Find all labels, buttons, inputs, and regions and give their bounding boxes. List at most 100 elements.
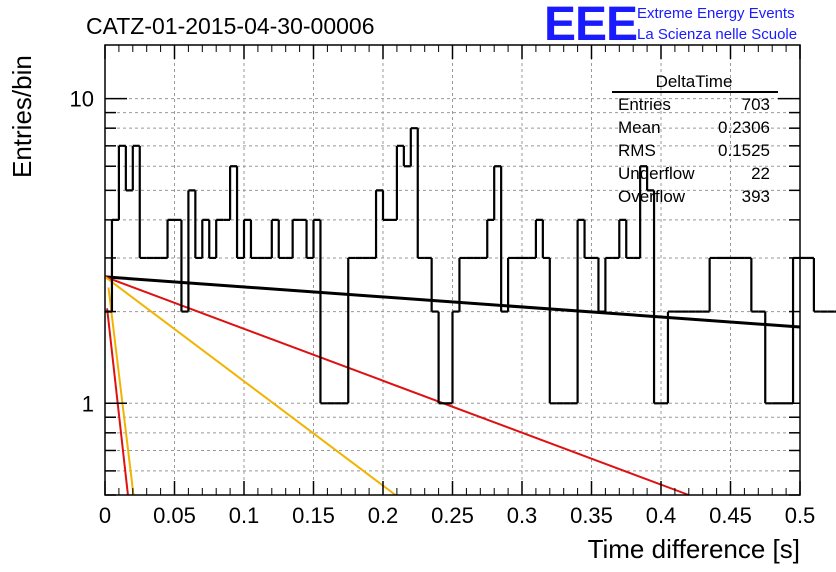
x-tick-label: 0.2 [368,503,399,528]
histogram-bin [194,190,203,260]
histogram-bars [105,127,836,405]
histogram-bin [235,166,244,260]
stats-row-value: 22 [751,164,770,183]
stats-row-value: 393 [742,187,770,206]
histogram-bin [402,145,411,168]
histogram-bin [110,218,119,312]
histogram-bin [458,256,467,312]
histogram-bin [541,219,550,260]
histogram-bin [166,218,175,258]
x-tick-label: 0.4 [646,503,677,528]
histogram-bin [750,257,759,313]
histogram-bin [708,256,717,312]
histogram-bin [583,219,592,260]
histogram-bin [277,219,286,260]
y-tick-label: 10 [70,87,94,112]
fit-curves [104,275,801,496]
logo-line-1: Extreme Energy Events [637,5,795,22]
histogram-bin [618,218,627,258]
histogram-bin [249,219,258,260]
y-axis-label: Entries/bin [7,55,37,178]
stats-row-label: RMS [618,141,656,160]
x-tick-labels: 0 0.05 0.1 0.15 0.2 0.25 0.3 0.35 0.4 0.45 0.5 [99,503,815,528]
plot-frame [104,44,801,496]
fit-line [104,276,397,496]
histogram-bin [305,219,314,260]
histogram-bin [215,218,224,258]
histogram-bin [208,219,217,260]
histogram-bin [416,128,425,260]
histogram-bin [180,219,189,313]
histogram-bin [652,190,661,405]
x-tick-label: 0.5 [785,503,816,528]
histogram-bin [381,190,390,221]
histogram-bin [124,145,133,192]
histogram-bin [625,219,634,260]
eee-logo: EEE Extreme Energy Events La Scienza nel… [544,0,797,51]
stats-row-label: Entries [618,95,671,114]
chart-title: CATZ-01-2015-04-30-00006 [86,13,375,39]
x-tick-label: 0.05 [153,503,196,528]
x-tick-label: 0.25 [431,503,474,528]
fit-line [104,275,801,329]
histogram-bin [451,310,460,404]
histogram-bin [409,127,418,167]
histogram-bin [270,218,279,258]
histogram-bin [242,218,251,258]
histogram-bin [187,189,196,312]
histogram-bin [131,144,140,191]
histogram-bin [229,165,238,220]
histogram-bin [791,256,800,404]
x-tick-label: 0 [99,503,111,528]
y-tick-label: 1 [82,391,94,416]
histogram-bin [319,219,328,405]
histogram-bin [812,257,821,313]
histogram-bin [430,257,439,313]
histogram-bin [437,311,446,405]
fit-line [107,287,135,496]
x-tick-label: 0.35 [570,503,613,528]
stats-row-label: Overflow [618,187,686,206]
histogram-bin [201,218,210,258]
histogram-bin [639,165,648,258]
logo-line-2: La Scienza nelle Scuole [637,26,797,43]
histogram-bin [764,311,773,405]
stats-row-value: 0.1525 [718,141,770,160]
histogram-bin [117,144,126,220]
histogram-bin [291,218,300,258]
stats-row-label: Underflow [618,164,695,183]
histogram-bin [312,218,321,258]
y-tick-labels: 1 10 [70,87,94,417]
stats-row-value: 0.2306 [718,118,770,137]
stats-row-value: 703 [742,95,770,114]
histogram-bin [395,144,404,220]
histogram-bin [666,310,675,404]
x-tick-label: 0.45 [709,503,752,528]
histogram-bin [493,165,502,220]
histogram-bin [548,257,557,405]
histogram-bin [646,166,655,192]
histogram-bin [138,145,147,260]
x-tick-label: 0.15 [292,503,335,528]
axes [104,44,801,496]
fit-line [104,275,690,496]
histogram-bin [534,218,543,258]
histogram-bin [576,218,585,404]
x-axis-label: Time difference [s] [588,534,800,564]
logo-mark: EEE [544,0,637,51]
histogram-bin [604,256,613,312]
histogram-bin [486,218,495,258]
stats-title: DeltaTime [656,72,733,91]
stats-box: DeltaTime Entries 703 Mean 0.2306 RMS 0.1525 U… [612,72,778,206]
fit-line [106,308,129,496]
x-tick-label: 0.3 [507,503,538,528]
histogram-bin [500,166,509,313]
histogram-bin [507,256,516,312]
grid [104,45,801,496]
x-tick-label: 0.1 [229,503,260,528]
histogram-bin [597,257,606,313]
histogram-bin [347,256,356,404]
stats-row-label: Mean [618,118,661,137]
histogram-bin [374,189,383,258]
